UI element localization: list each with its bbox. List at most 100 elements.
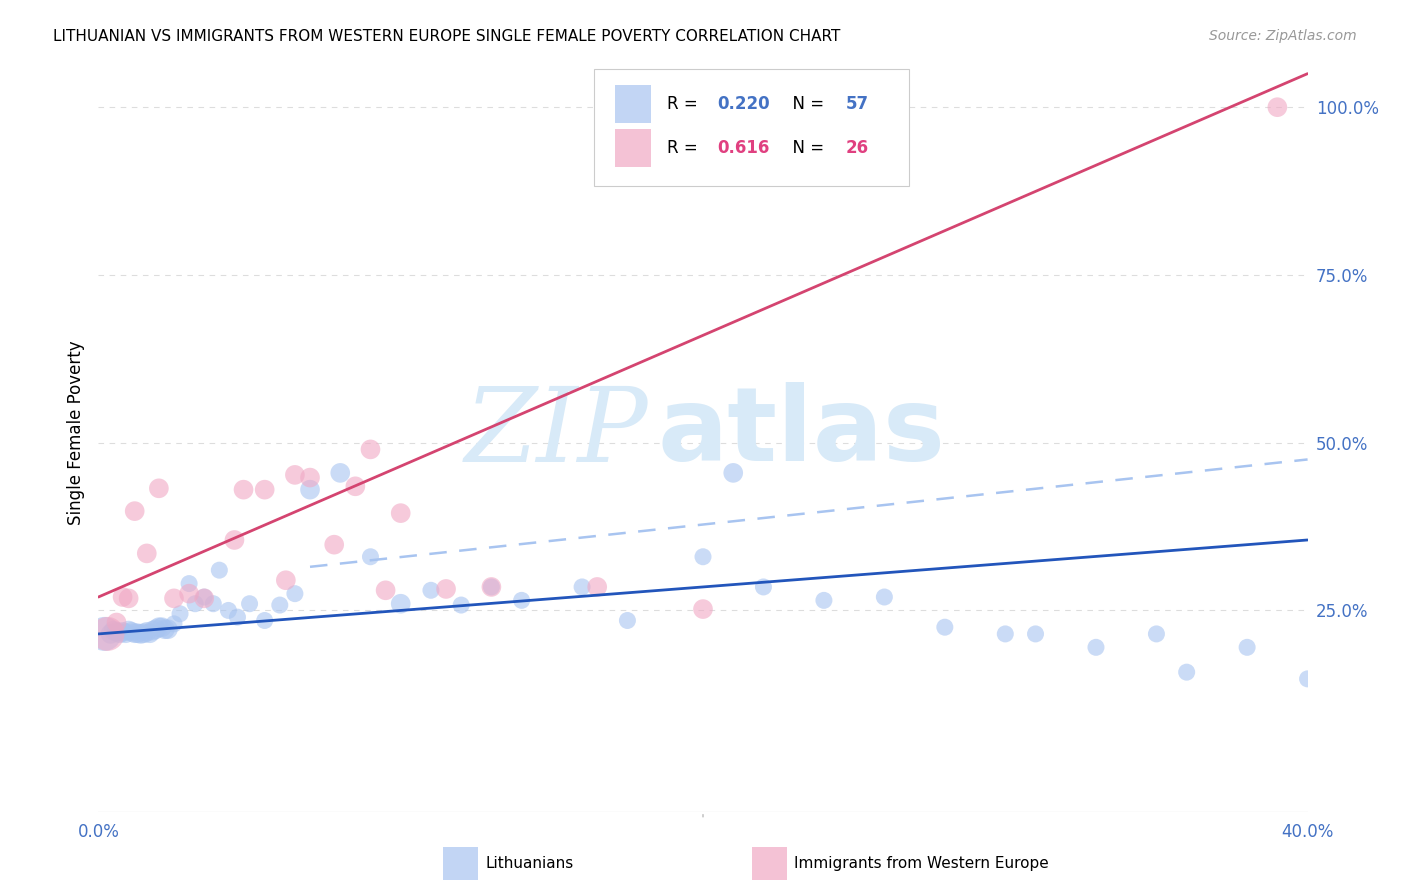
Point [873, 590, 896, 604]
Point [420, 583, 443, 598]
Text: ZIP: ZIP [465, 382, 648, 483]
Point [135, 624, 157, 639]
Point [586, 580, 609, 594]
Point [179, 576, 201, 591]
Point [274, 573, 297, 587]
Point [692, 602, 714, 616]
Point [142, 624, 165, 638]
Text: N =: N = [782, 95, 830, 113]
Point [193, 591, 215, 606]
Point [1085, 640, 1108, 655]
Point [148, 481, 170, 495]
Point [217, 603, 239, 617]
Point [224, 533, 246, 547]
Point [156, 622, 179, 636]
Point [723, 466, 745, 480]
Point [114, 626, 136, 640]
Bar [614, 86, 651, 123]
Point [129, 627, 152, 641]
Point [934, 620, 956, 634]
Point [103, 624, 125, 638]
Point [1024, 627, 1046, 641]
Point [169, 607, 191, 621]
Point [153, 622, 176, 636]
Point [127, 626, 149, 640]
Point [111, 590, 134, 604]
Point [1144, 627, 1167, 641]
Point [148, 620, 170, 634]
Point [450, 598, 472, 612]
Text: 0.616: 0.616 [717, 139, 770, 157]
Text: 0.220: 0.220 [717, 95, 770, 113]
Point [510, 593, 533, 607]
Point [179, 587, 201, 601]
Point [139, 626, 162, 640]
Point [105, 615, 128, 630]
Point [135, 546, 157, 560]
Point [284, 467, 307, 482]
Point [813, 593, 835, 607]
Point [124, 504, 146, 518]
Point [434, 582, 457, 596]
Text: Immigrants from Western Europe: Immigrants from Western Europe [794, 856, 1049, 871]
Point [239, 597, 262, 611]
Point [121, 624, 143, 639]
Point [118, 624, 141, 638]
Point [132, 626, 155, 640]
Point [299, 470, 322, 484]
Point [208, 563, 231, 577]
Point [253, 483, 276, 497]
Point [202, 597, 225, 611]
Point [994, 627, 1017, 641]
Point [124, 626, 146, 640]
Point [163, 591, 186, 606]
Point [1175, 665, 1198, 680]
Point [145, 622, 167, 636]
Point [374, 583, 396, 598]
Text: LITHUANIAN VS IMMIGRANTS FROM WESTERN EUROPE SINGLE FEMALE POVERTY CORRELATION C: LITHUANIAN VS IMMIGRANTS FROM WESTERN EU… [53, 29, 841, 44]
Point [100, 627, 122, 641]
FancyBboxPatch shape [595, 69, 908, 186]
Point [111, 624, 134, 639]
Point [692, 549, 714, 564]
Point [389, 597, 412, 611]
Text: Lithuanians: Lithuanians [485, 856, 574, 871]
Point [226, 610, 249, 624]
Point [571, 580, 593, 594]
Point [93, 627, 115, 641]
Point [323, 538, 346, 552]
Point [360, 442, 382, 457]
Y-axis label: Single Female Poverty: Single Female Poverty [66, 341, 84, 524]
Point [1296, 672, 1319, 686]
Point [1267, 100, 1289, 114]
Point [253, 614, 276, 628]
Point [105, 624, 128, 639]
Point [389, 506, 412, 520]
Text: Source: ZipAtlas.com: Source: ZipAtlas.com [1209, 29, 1357, 43]
Point [269, 598, 291, 612]
Point [150, 620, 173, 634]
Point [96, 627, 118, 641]
Text: 26: 26 [845, 139, 869, 157]
Point [299, 483, 322, 497]
Text: R =: R = [666, 95, 703, 113]
Point [752, 580, 775, 594]
Text: N =: N = [782, 139, 830, 157]
Point [193, 590, 215, 604]
Point [108, 626, 131, 640]
Text: R =: R = [666, 139, 703, 157]
Point [481, 580, 503, 594]
Text: 57: 57 [845, 95, 869, 113]
Point [329, 466, 352, 480]
Point [344, 479, 367, 493]
Point [163, 616, 186, 631]
Text: atlas: atlas [657, 382, 945, 483]
Point [184, 597, 207, 611]
Point [616, 614, 638, 628]
Point [360, 549, 382, 564]
Point [232, 483, 254, 497]
Point [118, 591, 141, 606]
Point [481, 580, 503, 594]
Point [1236, 640, 1258, 655]
Bar [614, 129, 651, 168]
